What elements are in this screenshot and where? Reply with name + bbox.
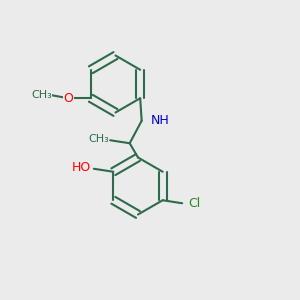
Text: CH₃: CH₃ [88,134,109,144]
Text: NH: NH [151,114,169,127]
Text: CH₃: CH₃ [31,90,52,100]
Text: HO: HO [72,161,91,174]
Text: Cl: Cl [188,197,200,210]
Text: O: O [63,92,73,105]
